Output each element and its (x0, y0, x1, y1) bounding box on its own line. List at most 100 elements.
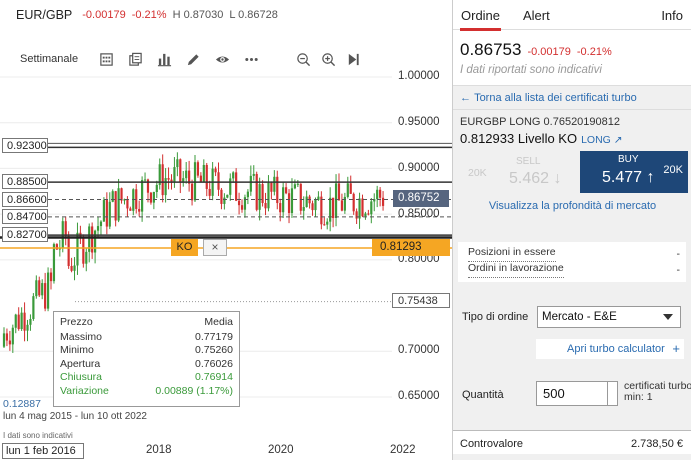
candle-body (379, 189, 382, 198)
level-tag[interactable]: 0.82700 (2, 227, 48, 242)
candle-body (264, 203, 267, 209)
y-tick-label: 0.90000 (398, 162, 440, 174)
compare-icon[interactable] (127, 51, 143, 67)
chart-area[interactable]: EUR/GBP -0.00179 -0.21% H 0.87030 L 0.86… (0, 0, 452, 460)
eye-icon[interactable] (214, 51, 230, 67)
y-tick-label: 0.70000 (398, 344, 440, 356)
info-head-label: Prezzo (60, 316, 93, 328)
zoom-out-icon[interactable] (295, 51, 311, 67)
more-icon[interactable] (243, 51, 259, 67)
candle-body (349, 183, 352, 194)
candle-body (284, 187, 288, 194)
info-row-variation: Variazione 0.00889 (1.17%) (60, 385, 233, 399)
orders-row[interactable]: Ordini in lavorazione - (468, 262, 680, 278)
candle-body (311, 203, 314, 211)
candle-body (381, 197, 385, 206)
level-tag[interactable]: 0.92300 (2, 138, 48, 153)
order-type-row: Tipo di ordine Mercato - E&E (462, 305, 690, 329)
controvalore-value: 2.738,50 € (631, 438, 683, 450)
quantity-stepper[interactable] (608, 381, 618, 406)
candle-body (20, 312, 23, 330)
quantity-input[interactable]: 500 (536, 381, 608, 406)
candle-body (373, 198, 376, 202)
level-tag[interactable]: 0.88500 (2, 174, 48, 189)
candle-body (126, 199, 129, 209)
candle-body (105, 200, 108, 227)
info-close-value: 0.76914 (195, 371, 233, 383)
tab-alert[interactable]: Alert (523, 8, 550, 23)
buy-button[interactable]: BUY 5.477 ↑ 20K (580, 151, 688, 193)
calendar-grid-icon[interactable] (98, 51, 114, 67)
candlestick-series (2, 152, 385, 353)
bar-chart-icon[interactable] (156, 51, 172, 67)
left-value-label: 0.12887 (3, 398, 41, 410)
candle-body (364, 213, 367, 217)
candle-body (273, 176, 276, 192)
candle-body (170, 179, 173, 182)
info-head-row: Prezzo Media (60, 316, 233, 330)
candle-body (161, 164, 164, 196)
candle-body (214, 168, 217, 173)
certificate-direction[interactable]: LONG ↗ (581, 134, 623, 146)
info-head-value: Media (204, 316, 233, 328)
candle-body (146, 179, 150, 193)
info-label: Minimo (60, 344, 94, 356)
quote-header: EUR/GBP -0.00179 -0.21% H 0.87030 L 0.86… (0, 0, 452, 30)
candle-body (361, 198, 364, 217)
tab-ordine[interactable]: Ordine (459, 8, 502, 31)
candle-body (329, 197, 332, 222)
candle-body (158, 164, 161, 185)
positions-value: - (676, 248, 681, 260)
candle-body (132, 189, 135, 211)
certificate-ko-line: 0.812933 Livello KO LONG ↗ (460, 131, 685, 146)
candle-body (229, 178, 232, 195)
candle-body (220, 189, 223, 204)
candle-body (120, 188, 123, 201)
candle-body (370, 201, 373, 215)
tab-info[interactable]: Info (661, 8, 683, 23)
positions-label: Posizioni in essere (468, 246, 556, 262)
controvalore-label: Controvalore (460, 438, 523, 450)
info-row: Massimo 0.77179 (60, 331, 233, 345)
info-row: Apertura 0.76026 (60, 358, 233, 372)
quantity-label: Quantità (462, 389, 504, 401)
zoom-in-icon[interactable] (320, 51, 336, 67)
candle-body (305, 196, 308, 208)
info-label: Massimo (60, 330, 103, 343)
quantity-row: Quantità 500 certificati turbo min: 1 (462, 381, 691, 407)
candle-body (358, 198, 361, 219)
current-price: 0.86753 (460, 40, 522, 59)
period-selector[interactable]: Settimanale (20, 53, 79, 65)
candle-body (38, 280, 41, 296)
candle-body (61, 221, 64, 248)
turbo-calculator-link[interactable]: Apri turbo calculator + (536, 339, 684, 359)
calc-link-label: Apri turbo calculator (567, 343, 665, 355)
skip-end-icon[interactable] (345, 51, 361, 67)
candle-body (129, 208, 132, 211)
sell-buy-row: 20K SELL 5.462 ↓ BUY 5.477 ↑ 20K (460, 151, 688, 197)
cursor-date-label: lun 1 feb 2016 (2, 443, 84, 459)
candle-body (14, 314, 17, 328)
positions-block: Posizioni in essere - Ordini in lavorazi… (458, 242, 686, 282)
positions-row[interactable]: Posizioni in essere - (468, 246, 680, 262)
y-tick-label: 0.80000 (398, 253, 440, 265)
candle-body (270, 182, 273, 192)
candle-body (355, 211, 358, 219)
market-depth-link[interactable]: Visualizza la profondità di mercato (488, 200, 657, 212)
level-tag[interactable]: 0.86600 (2, 192, 48, 207)
low-value: L 0.86728 (229, 9, 278, 21)
ko-close-button[interactable]: × (203, 239, 227, 256)
candle-body (317, 196, 320, 200)
order-type-select[interactable]: Mercato - E&E (537, 306, 681, 328)
orders-value: - (676, 264, 681, 276)
back-to-list-link[interactable]: ← Torna alla lista dei certificati turbo (453, 86, 691, 110)
level-tag[interactable]: 0.84700 (2, 209, 48, 224)
candle-body (346, 183, 349, 197)
candle-body (111, 191, 114, 202)
controvalore-row: Controvalore 2.738,50 € (453, 430, 691, 454)
candle-body (320, 196, 323, 225)
candle-body (99, 221, 103, 227)
pencil-icon[interactable] (185, 51, 201, 67)
candle-body (17, 314, 20, 330)
sell-button[interactable]: 20K SELL 5.462 ↓ (460, 153, 575, 193)
